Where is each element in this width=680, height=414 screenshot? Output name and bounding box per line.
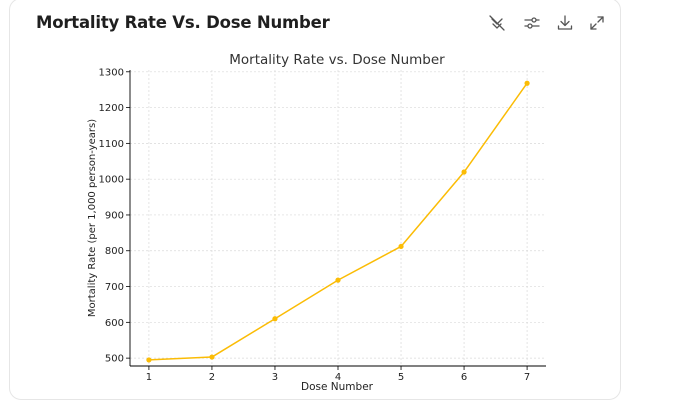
x-tick-label: 7 xyxy=(524,372,530,383)
y-tick-label: 900 xyxy=(105,210,124,221)
y-axis-label: Mortality Rate (per 1,000 person-years) xyxy=(87,119,98,317)
download-icon[interactable] xyxy=(554,12,576,34)
data-point xyxy=(335,277,341,283)
x-tick-label: 1 xyxy=(146,372,152,383)
data-point xyxy=(272,316,278,322)
chart-card: Mortality Rate Vs. Dose Number xyxy=(9,0,621,400)
y-tick-label: 500 xyxy=(105,354,124,365)
data-point xyxy=(398,243,404,250)
x-tick-label: 2 xyxy=(209,372,215,383)
y-tick-label: 600 xyxy=(105,318,124,329)
data-point xyxy=(146,357,152,363)
x-axis-label: Dose Number xyxy=(301,381,374,393)
y-tick-label: 1300 xyxy=(99,67,124,78)
x-tick-label: 5 xyxy=(398,372,404,383)
card-title: Mortality Rate Vs. Dose Number xyxy=(36,13,330,32)
x-tick-label: 4 xyxy=(335,372,341,383)
hide-pin-icon[interactable] xyxy=(486,12,508,34)
chart-title: Mortality Rate vs. Dose Number xyxy=(229,52,445,68)
y-tick-label: 1000 xyxy=(99,175,124,186)
expand-icon[interactable] xyxy=(586,12,608,34)
x-tick-label: 3 xyxy=(272,372,278,383)
y-tick-label: 1100 xyxy=(99,139,124,150)
x-tick-label: 6 xyxy=(461,372,467,383)
settings-sliders-icon[interactable] xyxy=(521,12,543,34)
data-point xyxy=(461,169,467,175)
data-point xyxy=(209,354,215,360)
y-tick-label: 1200 xyxy=(99,103,124,114)
y-tick-label: 800 xyxy=(105,246,124,257)
chart-toolbar xyxy=(486,12,610,36)
y-tick-label: 700 xyxy=(105,282,124,293)
data-point xyxy=(524,80,530,86)
